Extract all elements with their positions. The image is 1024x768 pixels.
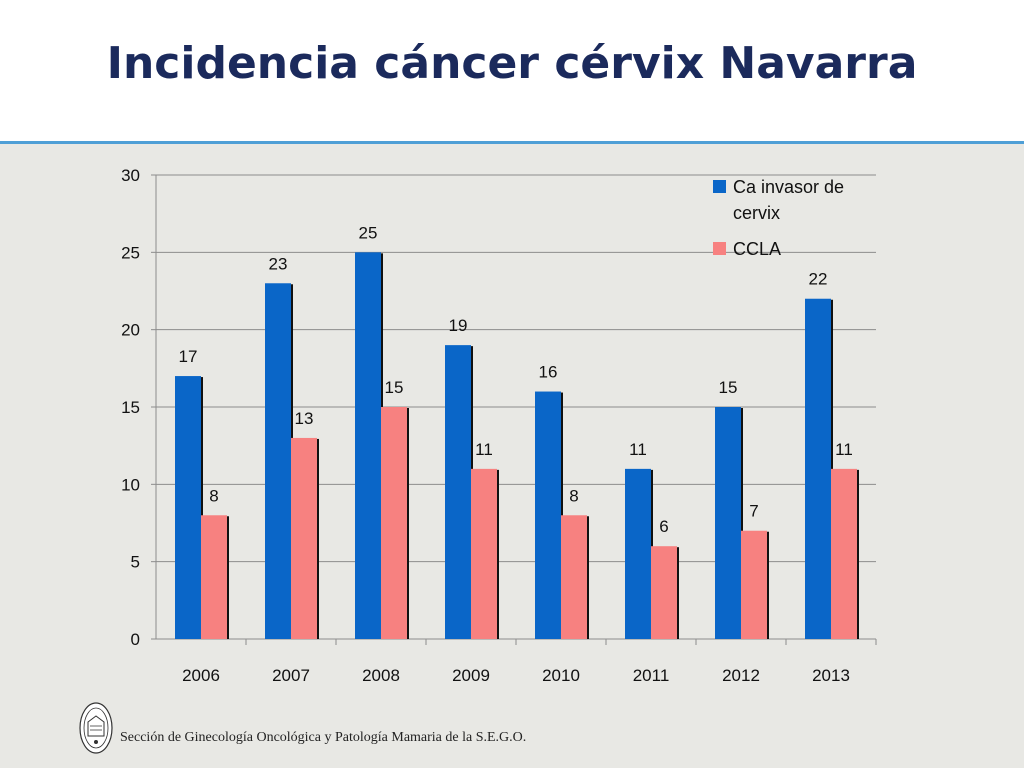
y-tick-label: 30 bbox=[121, 166, 140, 185]
x-tick-label: 2010 bbox=[542, 666, 580, 685]
bar-shadow bbox=[586, 516, 589, 639]
bar-ca-invasor bbox=[175, 376, 201, 639]
legend-label: Ca invasor de bbox=[733, 177, 844, 197]
y-tick-label: 25 bbox=[121, 243, 140, 262]
bar-shadow bbox=[496, 469, 499, 639]
y-tick-label: 0 bbox=[131, 630, 140, 649]
x-tick-label: 2011 bbox=[633, 666, 670, 685]
bar-shadow bbox=[316, 438, 319, 639]
bar-ccla bbox=[471, 468, 497, 639]
data-label: 22 bbox=[809, 270, 828, 289]
footer-text: Sección de Ginecología Oncológica y Pato… bbox=[120, 730, 527, 745]
data-label: 7 bbox=[749, 502, 758, 521]
bar-shadow bbox=[200, 377, 203, 639]
y-tick-label: 20 bbox=[121, 321, 140, 340]
bar-shadow bbox=[856, 469, 859, 639]
bar-ca-invasor bbox=[535, 391, 561, 639]
data-label: 16 bbox=[539, 363, 558, 382]
bar-shadow bbox=[226, 516, 229, 639]
bar-ccla bbox=[651, 546, 677, 639]
bar-ccla bbox=[831, 468, 857, 639]
data-label: 6 bbox=[659, 517, 668, 536]
y-tick-label: 5 bbox=[131, 553, 140, 572]
data-label: 8 bbox=[569, 486, 578, 505]
bar-ccla bbox=[381, 407, 407, 639]
bar-ccla bbox=[741, 530, 767, 639]
bar-shadow bbox=[766, 531, 769, 639]
page-title: Incidencia cáncer cérvix Navarra bbox=[106, 38, 918, 89]
bar-ca-invasor bbox=[445, 345, 471, 639]
header-divider bbox=[0, 141, 1024, 144]
data-label: 11 bbox=[835, 440, 853, 459]
data-label: 11 bbox=[475, 440, 493, 459]
bar-ccla bbox=[291, 437, 317, 639]
data-label: 15 bbox=[719, 378, 738, 397]
data-label: 13 bbox=[295, 409, 314, 428]
x-tick-label: 2006 bbox=[182, 666, 220, 685]
bar-shadow bbox=[406, 408, 409, 639]
data-label: 15 bbox=[385, 378, 404, 397]
data-label: 25 bbox=[359, 223, 378, 242]
x-tick-label: 2013 bbox=[812, 666, 850, 685]
data-label: 11 bbox=[629, 440, 647, 459]
x-tick-label: 2007 bbox=[272, 666, 310, 685]
data-label: 23 bbox=[269, 254, 288, 273]
title-header: Incidencia cáncer cérvix Navarra bbox=[0, 0, 1024, 141]
bar-ca-invasor bbox=[715, 407, 741, 639]
y-tick-label: 15 bbox=[121, 398, 140, 417]
legend-label: cervix bbox=[733, 203, 780, 223]
bar-ca-invasor bbox=[265, 283, 291, 639]
bar-ccla bbox=[561, 515, 587, 639]
data-label: 17 bbox=[179, 347, 198, 366]
bar-ca-invasor bbox=[355, 252, 381, 640]
data-label: 19 bbox=[449, 316, 468, 335]
legend-swatch-ca-invasor bbox=[713, 180, 726, 193]
legend-label: CCLA bbox=[733, 239, 781, 259]
x-tick-label: 2008 bbox=[362, 666, 400, 685]
legend-swatch-ccla bbox=[713, 242, 726, 255]
bar-ca-invasor bbox=[805, 298, 831, 639]
bar-ca-invasor bbox=[625, 468, 651, 639]
data-label: 8 bbox=[209, 486, 218, 505]
x-tick-label: 2009 bbox=[452, 666, 490, 685]
sego-seal-icon bbox=[79, 702, 113, 754]
bar-shadow bbox=[740, 408, 743, 639]
bar-chart: 0 5 10 15 20 25 30 2006 17 8 2007 23 13 2008 25 15 2009 1… bbox=[121, 166, 877, 685]
x-tick-label: 2012 bbox=[722, 666, 760, 685]
bar-ccla bbox=[201, 515, 227, 639]
y-tick-label: 10 bbox=[121, 475, 140, 494]
bar-shadow bbox=[676, 547, 679, 639]
